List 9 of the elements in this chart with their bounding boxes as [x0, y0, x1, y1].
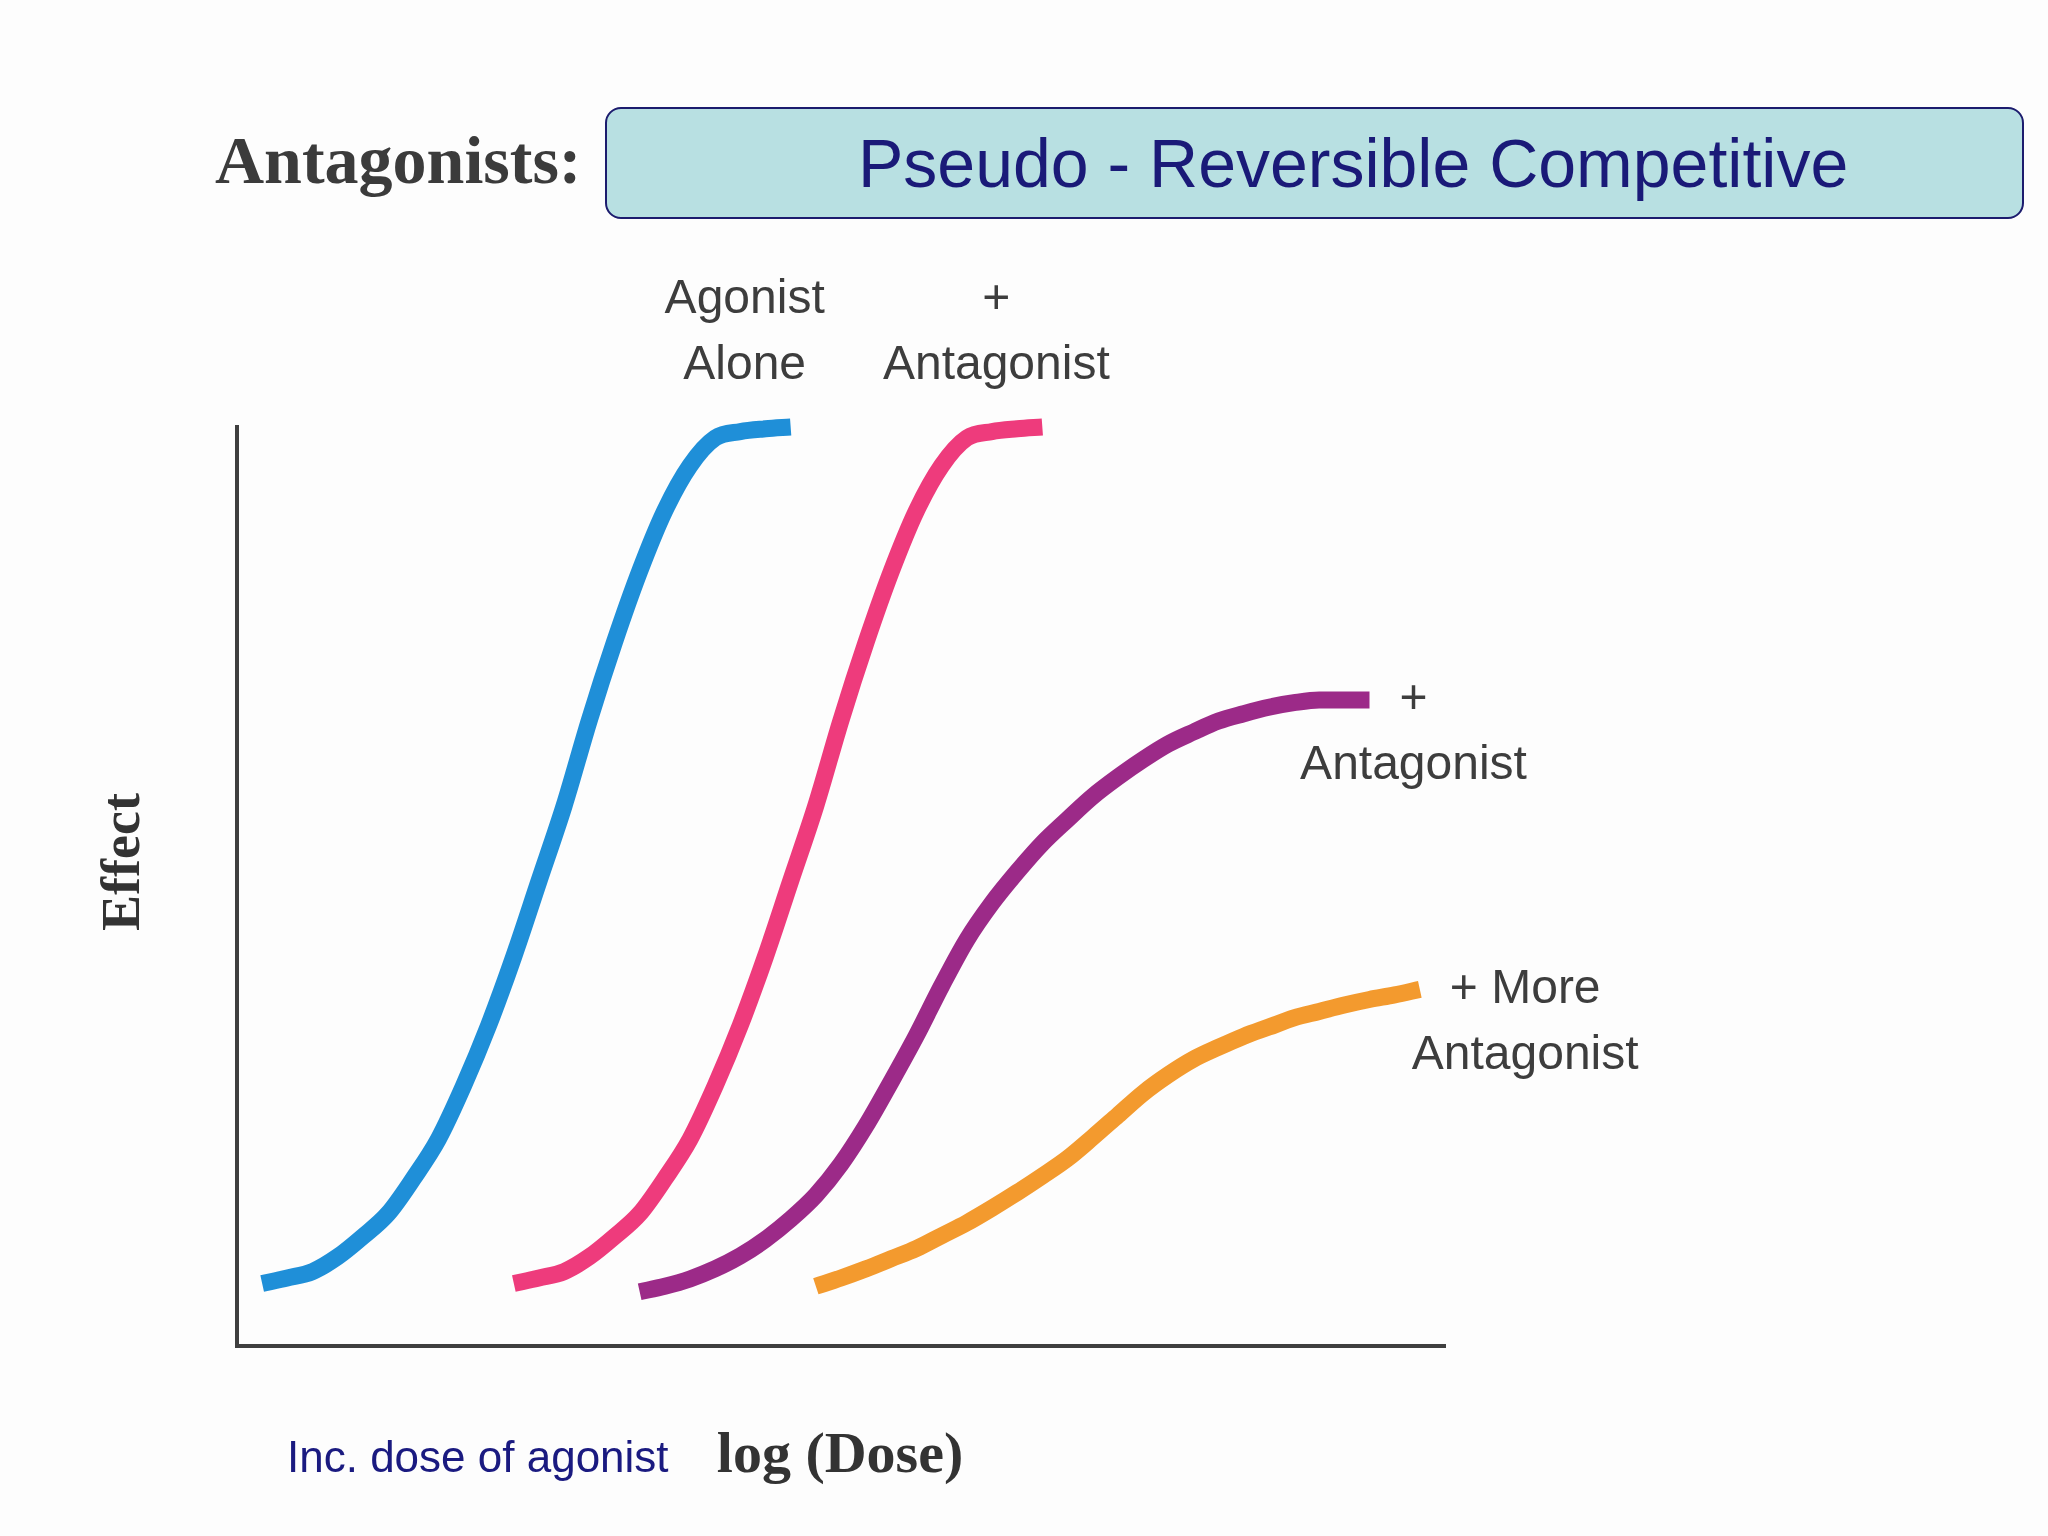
y-axis-title: Effect [90, 793, 152, 931]
series-label: + Antagonist [882, 270, 1110, 389]
series-label: Agonist Alone [664, 270, 825, 389]
series-label: + Antagonist [1300, 670, 1527, 790]
chart-title: Antagonists: [215, 120, 582, 200]
chart-subtitle: Pseudo - Reversible Competitive [858, 124, 1849, 202]
x-axis-title: log (Dose) [716, 1418, 964, 1486]
text: Inc. dose of agonist [287, 1431, 669, 1482]
series-label: + More Antagonist [1411, 959, 1639, 1079]
